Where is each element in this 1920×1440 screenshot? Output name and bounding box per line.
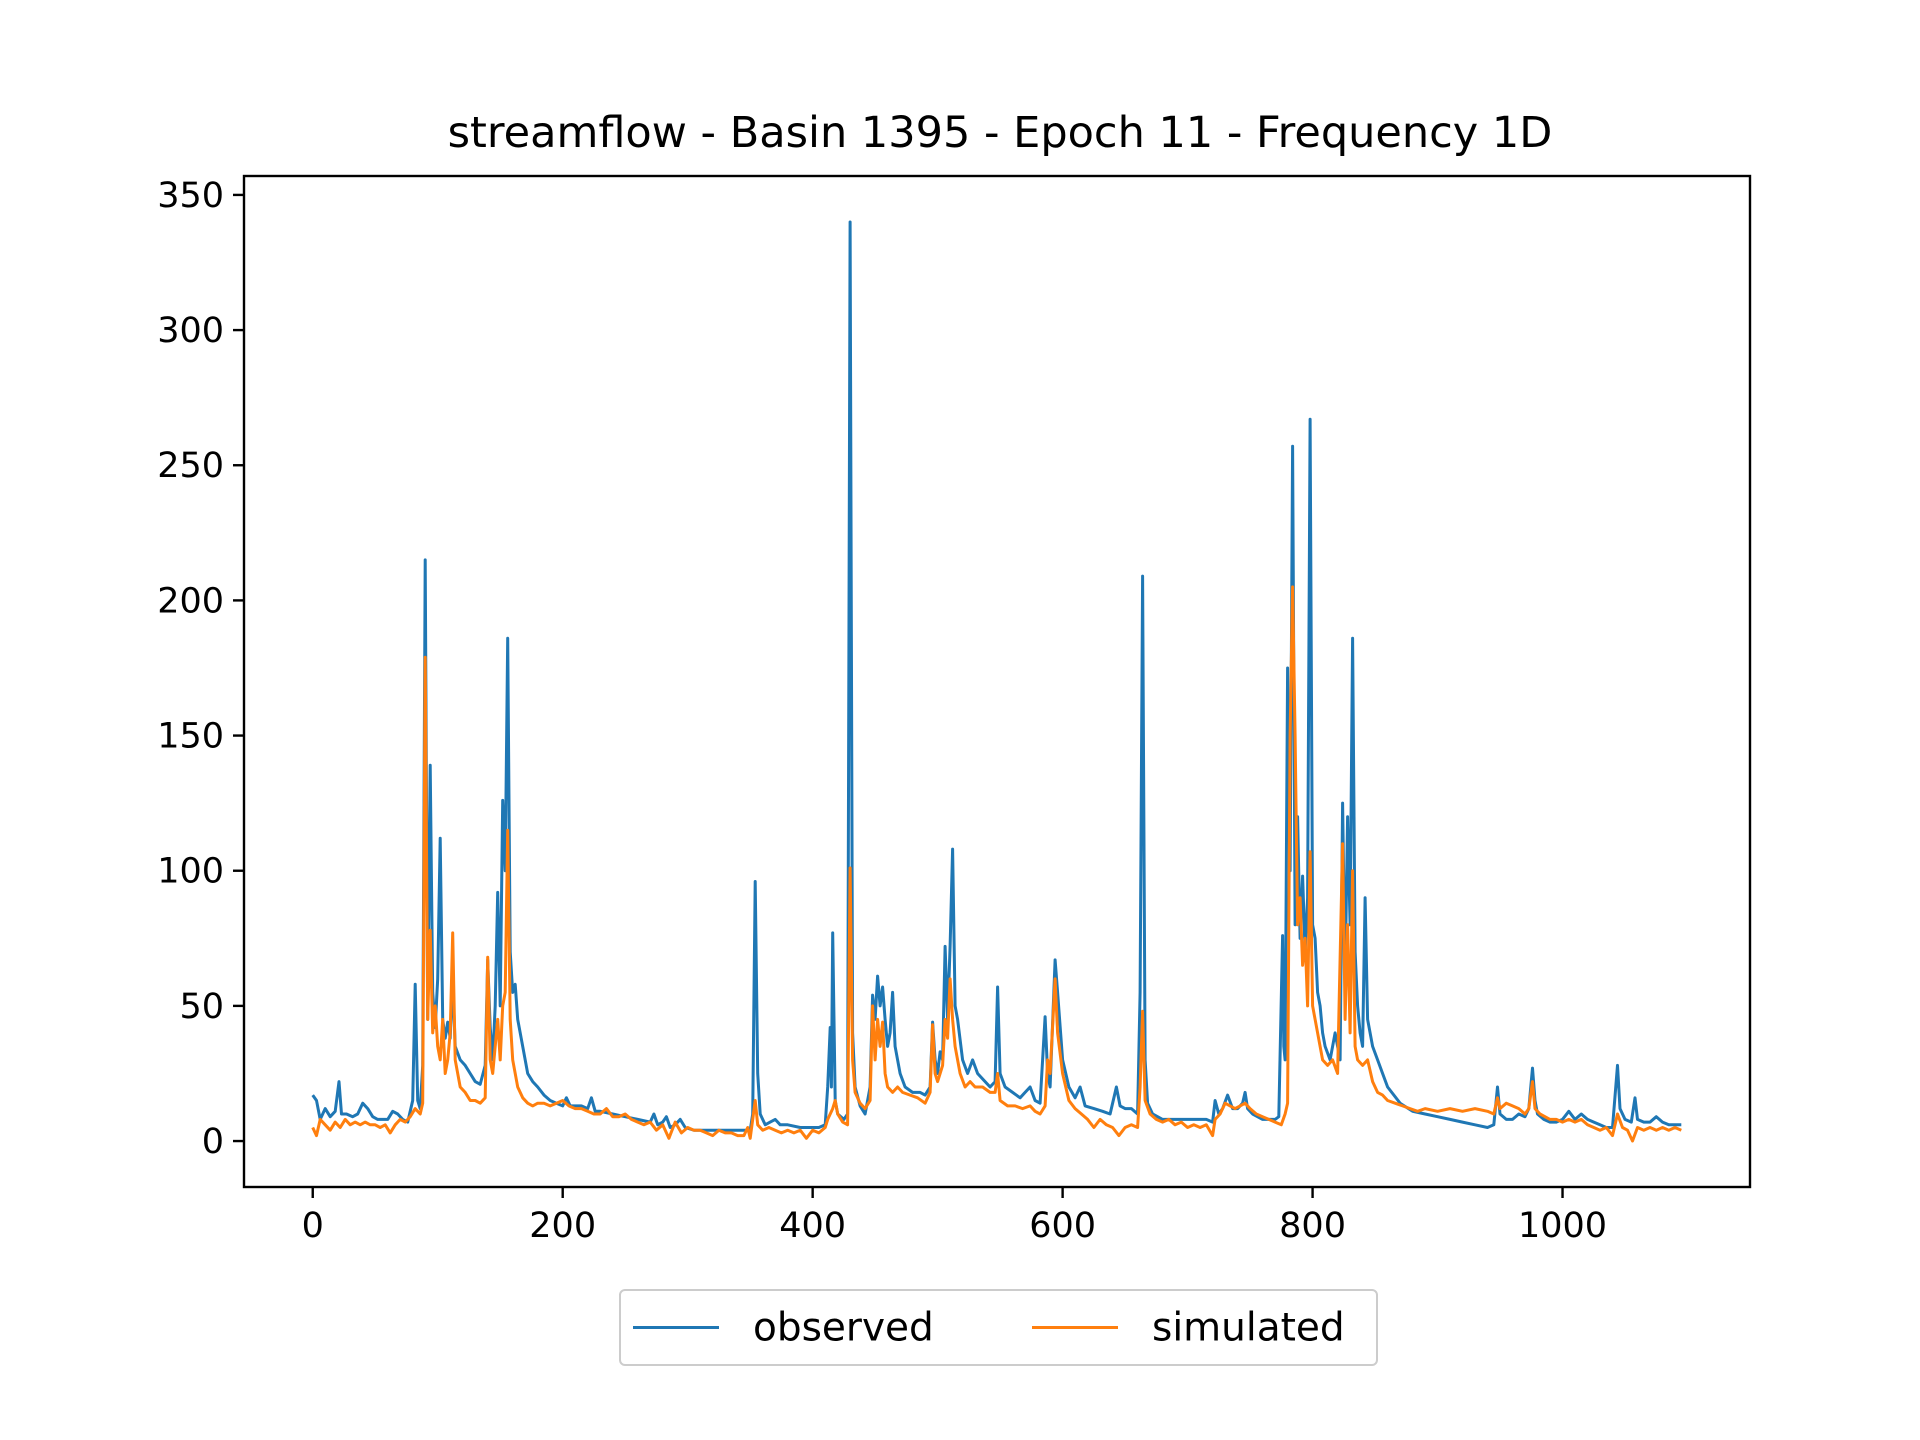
y-tick-label: 200 (157, 581, 224, 621)
axes-layer: 0 200 400 600 800 1000 0 50 100 150 200 250 300 350 (157, 174, 1752, 1246)
x-tick-label: 1000 (1518, 1206, 1607, 1246)
legend-label-observed: observed (753, 1306, 934, 1351)
chart-legend: observed simulated (619, 1289, 1378, 1366)
series-line-observed (311, 220, 1682, 1132)
series-line-simulated (311, 585, 1682, 1143)
chart-title: streamflow - Basin 1395 - Epoch 11 - Fre… (448, 108, 1553, 158)
y-tick-label: 50 (179, 987, 224, 1027)
x-tick-label: 800 (1279, 1206, 1346, 1246)
y-tick-label: 300 (157, 311, 224, 351)
series-layer (311, 220, 1682, 1143)
y-tick-label: 350 (157, 176, 224, 216)
x-tick-label: 0 (302, 1206, 324, 1246)
y-tick-label: 250 (157, 446, 224, 486)
legend-label-simulated: simulated (1152, 1306, 1345, 1351)
legend-box (619, 1289, 1378, 1366)
x-tick-label: 400 (779, 1206, 846, 1246)
y-tick-label: 0 (202, 1122, 224, 1162)
y-tick-label: 100 (157, 852, 224, 892)
x-tick-label: 200 (529, 1206, 596, 1246)
x-tick-label: 600 (1029, 1206, 1096, 1246)
y-tick-label: 150 (157, 717, 224, 757)
plot-frame (242, 174, 1752, 1189)
